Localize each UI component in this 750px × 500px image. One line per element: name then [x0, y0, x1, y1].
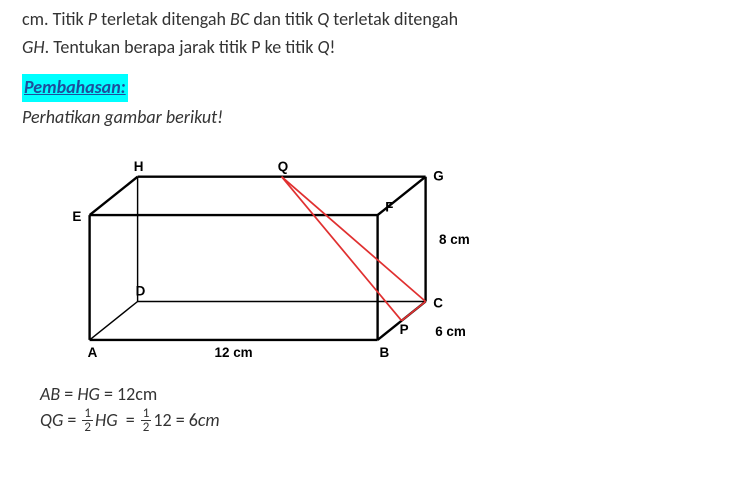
svg-text:12 cm: 12 cm — [215, 345, 253, 360]
eq1-lhs1: AB — [40, 383, 60, 406]
svg-text:Q: Q — [278, 159, 288, 174]
svg-text:H: H — [134, 159, 144, 174]
equations-block: AB = HG = 12cm QG = 12 HG = 12 12 = 6cm — [40, 383, 728, 433]
var-gh: GH — [22, 36, 45, 58]
text: . Tentukan berapa jarak titik P ke titik — [45, 36, 318, 58]
text: cm. Titik — [22, 8, 88, 30]
svg-text:D: D — [136, 283, 146, 298]
eq1-lhs2: HG — [77, 383, 100, 406]
instruction-text: Perhatikan gambar berikut! — [22, 104, 728, 132]
svg-text:G: G — [433, 168, 443, 183]
equation-1: AB = HG = 12cm — [40, 383, 728, 406]
eq2-rhs-num: 6 — [189, 409, 198, 432]
svg-text:A: A — [88, 345, 98, 360]
text: terletak ditengah — [329, 8, 458, 30]
eq2-lhs: QG — [40, 409, 63, 432]
eq2-mid: HG — [95, 409, 118, 432]
cuboid-diagram: A B C D E F G H Q P 12 cm 6 cm 8 cm — [32, 136, 728, 380]
eq2-val: 12 — [153, 409, 171, 432]
svg-text:F: F — [385, 199, 393, 214]
var-q: Q — [317, 8, 329, 30]
text: dan titik — [249, 8, 317, 30]
eq2-rhs-unit: cm — [198, 409, 220, 432]
frac-den2: 2 — [141, 421, 152, 434]
problem-statement: cm. Titik P terletak ditengah BC dan tit… — [22, 6, 728, 62]
svg-text:6 cm: 6 cm — [435, 324, 466, 339]
svg-text:C: C — [433, 295, 443, 310]
svg-text:E: E — [72, 208, 81, 223]
cuboid-svg: A B C D E F G H Q P 12 cm 6 cm 8 cm — [32, 136, 512, 371]
text: ! — [329, 36, 335, 58]
equation-2: QG = 12 HG = 12 12 = 6cm — [40, 407, 728, 434]
text: terletak ditengah — [97, 8, 230, 30]
frac-den: 2 — [82, 421, 93, 434]
frac-num2: 1 — [141, 407, 152, 421]
svg-text:B: B — [380, 345, 390, 360]
var-bc: BC — [230, 8, 249, 30]
var-p: P — [88, 8, 97, 30]
frac-num: 1 — [82, 407, 93, 421]
svg-text:P: P — [400, 322, 409, 337]
var-q2: Q — [318, 36, 330, 58]
eq1-rhs: 12cm — [117, 383, 157, 406]
solution-heading: Pembahasan: — [22, 74, 128, 102]
svg-text:8 cm: 8 cm — [439, 231, 470, 246]
